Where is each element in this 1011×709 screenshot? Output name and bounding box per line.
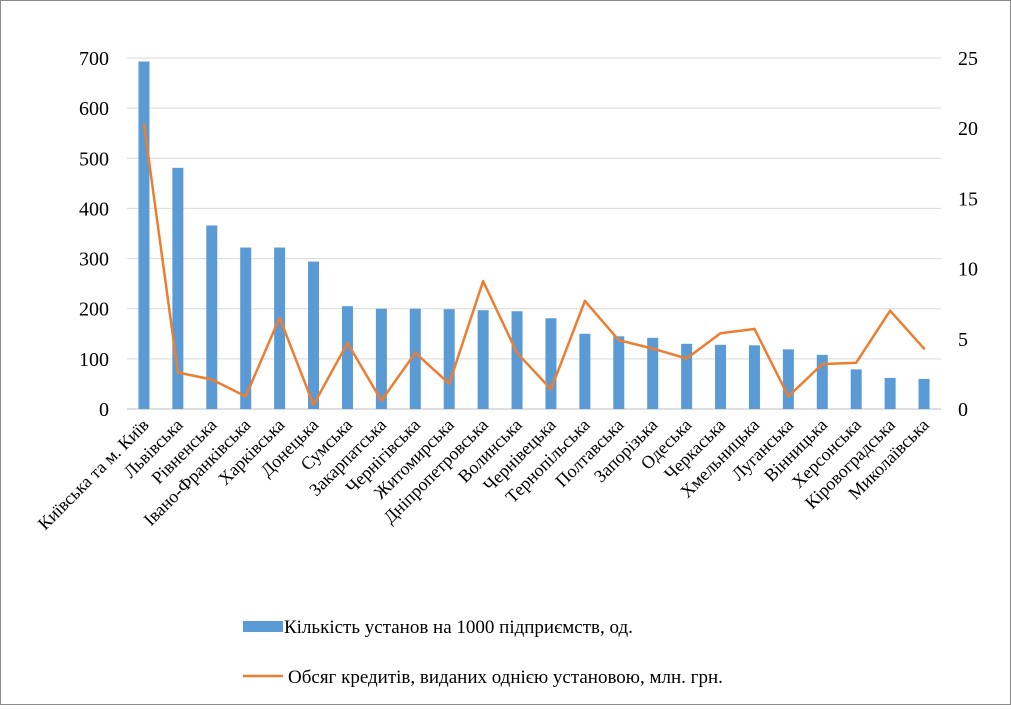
bar bbox=[138, 61, 150, 409]
bar bbox=[816, 354, 828, 409]
line-point bbox=[380, 399, 383, 402]
left-axis-ticks: 0 100 200 300 400 500 600 700 bbox=[79, 48, 109, 421]
bar bbox=[545, 318, 557, 409]
bar bbox=[477, 310, 489, 409]
bar bbox=[850, 369, 862, 409]
right-axis-tick-label: 5 bbox=[958, 329, 968, 351]
bar bbox=[647, 337, 659, 409]
left-axis-tick-label: 200 bbox=[79, 299, 109, 321]
line-point bbox=[346, 341, 349, 345]
right-axis-tick-label: 20 bbox=[958, 118, 978, 140]
line-point bbox=[922, 347, 926, 350]
line-point bbox=[142, 122, 146, 126]
bar bbox=[579, 333, 591, 409]
bar bbox=[375, 308, 387, 409]
line-point bbox=[210, 378, 213, 381]
bar bbox=[341, 306, 353, 409]
legend-swatch-bar bbox=[243, 621, 283, 632]
right-axis-tick-label: 25 bbox=[958, 48, 978, 70]
bar-series bbox=[138, 61, 930, 409]
left-axis-tick-label: 700 bbox=[79, 48, 109, 70]
bar bbox=[748, 345, 760, 409]
right-axis-ticks: 0 5 10 15 20 25 bbox=[958, 48, 978, 421]
line-point bbox=[583, 299, 587, 303]
bar bbox=[240, 247, 252, 409]
bar bbox=[613, 336, 625, 409]
legend-label-bar: Кількість установ на 1000 підприємств, о… bbox=[284, 617, 633, 638]
bar bbox=[409, 308, 421, 409]
left-axis-tick-label: 400 bbox=[79, 198, 109, 220]
series-line bbox=[142, 123, 925, 407]
line-point bbox=[244, 395, 247, 398]
right-axis-tick-label: 0 bbox=[958, 399, 968, 421]
bar bbox=[715, 344, 727, 409]
line-point bbox=[888, 309, 892, 312]
bar bbox=[274, 247, 286, 409]
line-series bbox=[142, 122, 926, 407]
bar bbox=[681, 343, 693, 409]
left-axis-tick-label: 500 bbox=[79, 148, 109, 170]
line-point bbox=[753, 327, 756, 331]
left-axis-tick-label: 600 bbox=[79, 98, 109, 120]
bar bbox=[443, 309, 455, 409]
line-point bbox=[685, 357, 688, 360]
legend: Кількість установ на 1000 підприємств, о… bbox=[243, 617, 723, 688]
category-labels: Київська та м. КиївЛьвівськаРівненськаІв… bbox=[34, 415, 933, 534]
right-axis-tick-label: 10 bbox=[958, 259, 978, 281]
right-axis-tick-label: 15 bbox=[958, 188, 978, 210]
bar bbox=[884, 377, 896, 409]
line-point bbox=[481, 280, 485, 283]
line-point bbox=[821, 362, 824, 366]
bar bbox=[172, 167, 184, 409]
bar bbox=[918, 378, 930, 409]
line-point bbox=[312, 403, 315, 406]
left-axis-tick-label: 100 bbox=[79, 349, 109, 371]
left-axis-tick-label: 300 bbox=[79, 249, 109, 271]
line-point bbox=[855, 361, 858, 364]
line-point bbox=[278, 316, 281, 319]
line-point bbox=[651, 347, 654, 350]
bar bbox=[782, 349, 794, 409]
line-point bbox=[617, 339, 620, 342]
bar bbox=[206, 225, 218, 409]
line-point bbox=[176, 371, 180, 374]
line-point bbox=[787, 395, 790, 398]
bar bbox=[308, 261, 320, 409]
line-point bbox=[448, 382, 451, 385]
line-point bbox=[549, 388, 553, 391]
legend-label-line: Обсяг кредитів, виданих однією установою… bbox=[288, 667, 723, 688]
line-point bbox=[515, 351, 519, 355]
line-point bbox=[414, 351, 417, 355]
bar bbox=[511, 311, 523, 409]
left-axis-tick-label: 0 bbox=[99, 399, 109, 421]
line-point bbox=[719, 331, 722, 335]
